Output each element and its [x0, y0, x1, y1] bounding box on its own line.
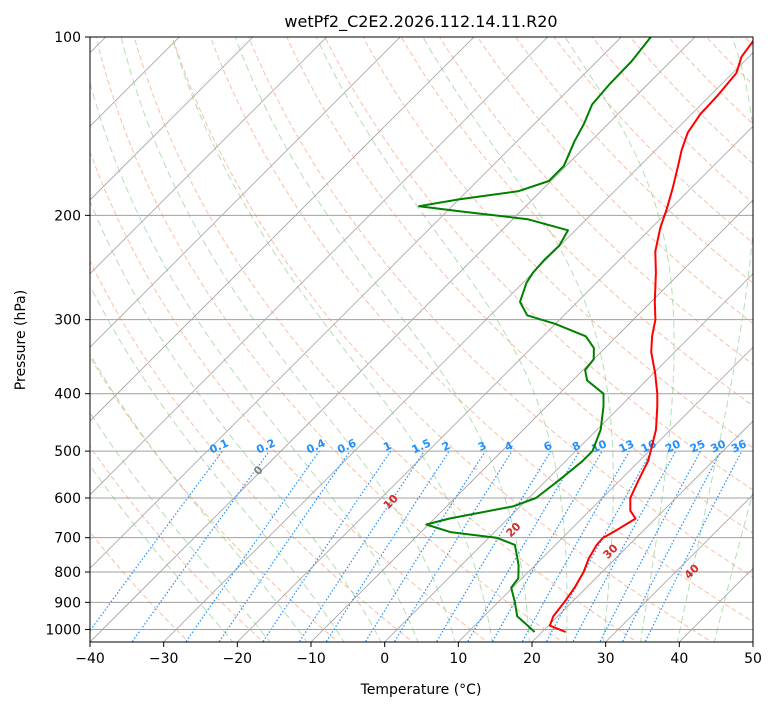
mixing-ratio-label: 13: [617, 437, 636, 455]
isotherm-line: [90, 37, 696, 642]
isotherm-line: [236, 125, 753, 642]
isotherm-line: [90, 37, 622, 569]
dry-adiabat-line: [324, 37, 753, 491]
isotherm-line: [605, 494, 753, 642]
dry-adiabat-line: [770, 24, 775, 645]
mixing-ratio-line: [90, 450, 223, 632]
isotherm-line: [457, 346, 753, 642]
y-tick-label: 200: [54, 208, 81, 224]
mixing-ratio-line: [262, 450, 392, 642]
y-tick-label: 700: [54, 531, 81, 547]
moist-adiabat-line: [90, 353, 308, 642]
moist-adiabat-line: [234, 37, 530, 642]
moist-adiabat-line: [676, 37, 753, 642]
mixing-ratio-label: 36: [729, 437, 749, 455]
profile-series: [418, 37, 753, 633]
moist-adiabat-line: [564, 37, 675, 642]
mixing-ratio-line: [298, 450, 425, 642]
x-tick-label: −20: [223, 651, 253, 667]
mixing-ratio-line: [644, 450, 743, 642]
dry-adiabat-line: [248, 37, 753, 578]
isotherm-line: [90, 37, 328, 275]
isotherm-line: [90, 37, 475, 422]
moist-adiabat-line: [315, 37, 568, 642]
mixing-ratio-line: [621, 450, 722, 642]
dewpoint-profile-line: [418, 37, 652, 633]
y-tick-label: 500: [54, 444, 81, 460]
isotherm-line: [384, 273, 753, 642]
x-tick-label: 40: [670, 651, 688, 667]
mixing-ratio-line: [599, 450, 702, 642]
x-tick-label: 50: [744, 651, 762, 667]
mixing-ratio-line: [491, 450, 603, 642]
isotherm-line: [90, 37, 401, 348]
x-axis-ticks: −40 −30 −20 −10 0 10 20 30 40 50: [75, 642, 762, 667]
y-tick-label: 600: [54, 491, 81, 507]
y-axis-label: Pressure (hPa): [13, 290, 29, 390]
isotherm-line: [90, 37, 254, 201]
y-tick-label: 800: [54, 565, 81, 581]
isotherm-line: [90, 37, 549, 496]
mixing-ratio-line: [393, 450, 513, 642]
mixing-ratio-line: [364, 450, 486, 642]
x-tick-label: 0: [380, 651, 389, 667]
x-tick-label: 10: [449, 651, 467, 667]
dry-adiabat-line: [438, 37, 753, 366]
y-axis-ticks: 100 200 300 400 500 600 700 800 900 1000: [45, 30, 90, 638]
mixing-ratio-line: [325, 450, 450, 642]
dry-adiabat-line: [171, 37, 713, 642]
y-tick-label: 900: [54, 595, 81, 611]
mixing-ratio-label: 25: [688, 437, 707, 455]
mixing-ratio-line: [572, 450, 677, 642]
mixing-ratio-line: [466, 450, 580, 642]
mixing-ratio-label: 20: [663, 437, 683, 455]
isotherm-line: [531, 420, 753, 642]
mixing-ratio-line: [185, 450, 320, 642]
plot-area: [90, 37, 753, 642]
y-tick-label: 400: [54, 387, 81, 403]
isotherm-line: [310, 199, 753, 642]
moist-adiabat-line: [90, 411, 271, 642]
x-tick-label: −10: [296, 651, 326, 667]
isotherm-line: [163, 52, 753, 642]
x-tick-label: −40: [75, 651, 105, 667]
x-tick-label: −30: [149, 651, 179, 667]
dry-adiabat-line: [90, 150, 489, 642]
mixing-ratio-label: 10: [589, 437, 609, 455]
dry-adiabat-line: [362, 37, 753, 449]
x-tick-label: 20: [523, 651, 541, 667]
y-tick-label: 100: [54, 30, 81, 46]
isotherm-line: [752, 641, 753, 642]
mixing-ratio-line: [218, 450, 351, 642]
chart-title: wetPf2_C2E2.2026.112.14.11.R20: [284, 12, 557, 32]
temperature-profile-line: [548, 39, 753, 633]
moist-adiabat-line: [422, 37, 614, 642]
pressure-grid: [90, 37, 753, 630]
y-tick-label: 1000: [45, 622, 81, 638]
x-tick-label: 30: [597, 651, 615, 667]
dry-adiabat-line: [286, 37, 753, 534]
mixing-ratio-line: [435, 450, 552, 642]
mixing-ratio-line: [131, 450, 270, 642]
y-tick-label: 300: [54, 313, 81, 329]
mixing-ratio-label: 30: [708, 437, 728, 455]
plot-frame: [89, 36, 754, 643]
x-axis-label: Temperature (°C): [360, 682, 482, 698]
